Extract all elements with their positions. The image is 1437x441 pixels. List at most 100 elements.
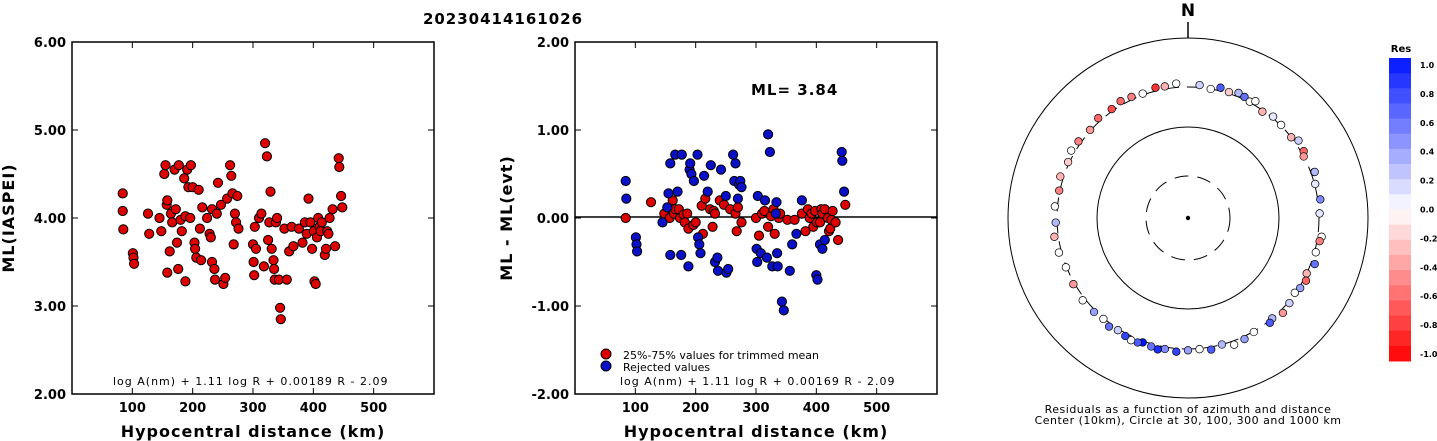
circle-100km bbox=[1096, 126, 1280, 310]
colorbar-cell bbox=[1389, 88, 1411, 104]
chart1-xtick-label: 300 bbox=[742, 401, 769, 416]
polar-station-marker bbox=[1217, 340, 1227, 349]
colorbar-cells bbox=[1389, 58, 1411, 362]
chart0-point-red bbox=[164, 246, 175, 257]
chart1-ytick-label: 1.00 bbox=[537, 124, 569, 139]
chart1-point-red bbox=[682, 208, 693, 219]
polar-station-marker bbox=[1240, 334, 1249, 344]
chart1-point-blue bbox=[732, 193, 744, 204]
chart0-point-red bbox=[179, 173, 190, 184]
chart0-point-red bbox=[265, 186, 276, 197]
polar-station-marker bbox=[1249, 327, 1258, 337]
colorbar-tick-label: -0.8 bbox=[1420, 321, 1437, 330]
chart1-point-blue bbox=[730, 158, 741, 169]
polar-station-marker bbox=[1138, 89, 1147, 98]
polar-station-marker bbox=[1206, 84, 1215, 94]
polar-station-marker bbox=[1104, 322, 1114, 331]
chart0-point-red bbox=[197, 202, 208, 213]
chart0-point-red bbox=[162, 195, 173, 206]
chart1-point-red bbox=[709, 208, 721, 219]
chart1-point-blue bbox=[770, 208, 782, 219]
chart0-point-red bbox=[209, 274, 221, 285]
chart1-point-blue bbox=[676, 149, 687, 160]
chart0-point-red bbox=[117, 188, 128, 199]
chart0-point-red bbox=[324, 212, 335, 224]
chart0-point-red bbox=[250, 243, 262, 254]
polar-station-marker bbox=[1316, 195, 1325, 204]
polar-station-marker bbox=[1113, 326, 1123, 335]
polar-station-marker bbox=[1172, 347, 1181, 356]
chart0-point-red bbox=[249, 270, 260, 281]
polar-station-marker bbox=[1315, 237, 1324, 246]
colorbar-cell bbox=[1389, 255, 1411, 271]
polar-station-marker bbox=[1160, 82, 1169, 91]
chart1-ytick-label: 0.00 bbox=[537, 212, 569, 227]
polar-station-marker bbox=[1121, 331, 1130, 341]
polar-station-marker bbox=[1240, 92, 1249, 102]
chart2-points bbox=[620, 129, 851, 316]
polar-station-marker bbox=[1195, 345, 1204, 354]
chart1-point-blue bbox=[620, 175, 631, 187]
colorbar-cell bbox=[1389, 164, 1411, 180]
chart0-point-red bbox=[281, 274, 292, 285]
polar-caption-line1: Residuals as a function of azimuth and d… bbox=[1045, 403, 1332, 416]
chart1-point-red bbox=[645, 197, 657, 208]
chart0-point-red bbox=[266, 243, 277, 254]
colorbar-tick-label: 0.4 bbox=[1420, 148, 1435, 157]
chart0-point-red bbox=[159, 168, 170, 180]
chart0-point-red bbox=[173, 160, 184, 171]
polar-station-marker bbox=[1310, 167, 1319, 177]
chart0-point-red bbox=[288, 241, 299, 252]
chart1-point-blue bbox=[662, 202, 673, 213]
chart0-point-red bbox=[232, 190, 243, 202]
polar-station-marker bbox=[1216, 83, 1225, 92]
polar-station-marker bbox=[1063, 157, 1073, 167]
chart0-point-red bbox=[211, 208, 222, 219]
polar-station-marker bbox=[1126, 336, 1136, 345]
outer-circle-1000km bbox=[1007, 37, 1369, 399]
chart1-point-red bbox=[830, 217, 841, 228]
chart0-point-red bbox=[260, 138, 271, 149]
chart0-point-red bbox=[193, 184, 204, 195]
polar-station-marker bbox=[1294, 136, 1303, 145]
chart0-point-red bbox=[249, 221, 260, 232]
chart1-point-blue bbox=[836, 146, 847, 158]
colorbar-tick-label: -0.6 bbox=[1420, 292, 1437, 301]
polar-station-marker bbox=[1251, 97, 1260, 106]
chart0-point-red bbox=[196, 255, 207, 266]
chart1-point-red bbox=[690, 217, 701, 228]
chart1-ytick-label: 2.00 bbox=[537, 36, 569, 51]
chart0-ytick-label: 2.00 bbox=[34, 388, 66, 403]
colorbar-tick-label: 0.0 bbox=[1420, 206, 1435, 215]
colorbar-cell bbox=[1389, 315, 1411, 332]
chart1-point-blue bbox=[752, 256, 763, 268]
chart0-point-red bbox=[160, 160, 171, 171]
chart1-point-blue bbox=[723, 263, 734, 275]
chart1-point-blue bbox=[791, 228, 802, 239]
chart1-point-blue bbox=[720, 190, 731, 202]
chart0-point-red bbox=[261, 151, 272, 162]
colorbar-cell bbox=[1389, 133, 1411, 150]
chart1-point-red bbox=[707, 221, 718, 232]
legend-accepted-label: 25%-75% values for trimmed mean bbox=[623, 349, 819, 362]
polar-station-marker bbox=[1069, 280, 1078, 289]
chart1-point-red bbox=[840, 199, 851, 210]
chart0-ytick-label: 3.00 bbox=[34, 300, 66, 315]
chart1-xtick-label: 200 bbox=[682, 401, 709, 416]
legend-rejected-label: Rejected values bbox=[623, 361, 710, 374]
legend-accepted-marker bbox=[600, 348, 612, 360]
chart1-point-blue bbox=[688, 175, 700, 187]
polar-station-marker bbox=[1116, 97, 1125, 106]
polar-residual-map: N Residuals as a function of azimuth and… bbox=[1007, 1, 1369, 427]
chart1-point-blue bbox=[728, 149, 739, 160]
polar-station-marker bbox=[1054, 248, 1064, 257]
polar-station-marker bbox=[1229, 340, 1239, 349]
chart0-point-red bbox=[323, 228, 334, 239]
polar-station-marker bbox=[1285, 298, 1294, 308]
polar-station-marker bbox=[1276, 120, 1286, 130]
chart1-ticks: 100 200 300 400 500 2.00 3.00 4.00 5.00 6.00 bbox=[34, 36, 434, 416]
chart1-points bbox=[117, 138, 348, 325]
chart1-frame bbox=[71, 41, 435, 395]
colorbar-tick-label: 0.6 bbox=[1420, 119, 1435, 128]
chart1-point-blue bbox=[695, 248, 706, 259]
